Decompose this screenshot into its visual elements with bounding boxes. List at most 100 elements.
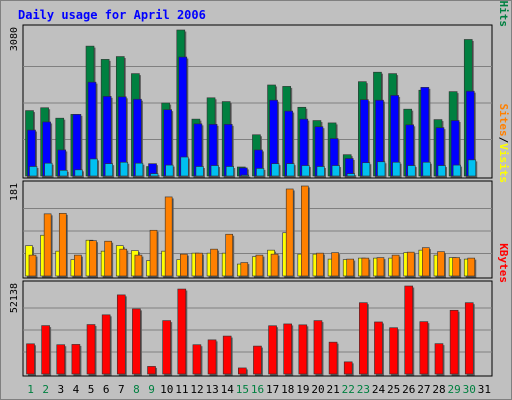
bar-kbytes-day-18 — [283, 323, 292, 375]
x-axis-labels: 1 2 3 4 5 6 7 8 9 10 11 12 13 14 15 16 17 18 19 20 21 22 23 24 2… — [27, 383, 491, 396]
bar-sites-day-29 — [452, 257, 460, 277]
bar-sites-day-24 — [376, 257, 385, 277]
bar-kbytes-day-10 — [162, 320, 171, 375]
bar-kbytes-day-14 — [222, 335, 232, 375]
bar-sites-day-9 — [149, 229, 158, 277]
bar-kbytes-day-12 — [192, 344, 202, 375]
bar-pages-day-30 — [467, 159, 477, 177]
bar-pages-day-24 — [377, 161, 386, 177]
bar-sites-day-1 — [28, 254, 37, 277]
bar-pages-day-23 — [362, 162, 371, 177]
bar-kbytes-day-27 — [419, 321, 429, 375]
legend-separator: / — [497, 0, 510, 1]
bar-kbytes-day-30 — [464, 302, 474, 375]
bar-pages-day-20 — [316, 166, 325, 177]
series-side-legend: KBytes — [497, 243, 510, 283]
bar-pages-day-28 — [437, 165, 446, 177]
bar-kbytes-day-25 — [389, 327, 398, 375]
bar-kbytes-day-28 — [434, 343, 444, 375]
bar-kbytes-day-4 — [71, 344, 81, 375]
legend-hits: Hits — [497, 1, 510, 28]
bar-sites-day-11 — [179, 253, 188, 277]
bar-pages-day-11 — [180, 156, 189, 177]
bar-kbytes-day-6 — [101, 314, 111, 375]
bar-kbytes-day-22 — [343, 361, 353, 375]
bar-pages-day-6 — [104, 163, 113, 177]
bar-kbytes-day-7 — [116, 294, 126, 375]
x-tick-label-day-27: 27 — [417, 383, 430, 396]
x-tick-label-day-17: 17 — [266, 383, 279, 396]
x-tick-label-day-30: 30 — [463, 383, 476, 396]
bar-kbytes-day-20 — [313, 320, 323, 375]
x-tick-label-day-19: 19 — [296, 383, 309, 396]
bar-sites-day-3 — [58, 213, 67, 277]
bar-kbytes-day-3 — [56, 344, 66, 375]
bar-sites-day-27 — [422, 247, 430, 277]
x-tick-label-day-25: 25 — [387, 383, 400, 396]
y-max-label: 52138 — [9, 283, 20, 313]
bar-sites-day-12 — [195, 252, 203, 277]
x-tick-label-day-20: 20 — [311, 383, 324, 396]
bar-kbytes-day-17 — [268, 325, 277, 375]
bar-sites-day-17 — [270, 253, 279, 277]
bar-sites-day-28 — [437, 251, 445, 277]
bar-pages-day-25 — [392, 161, 401, 177]
x-tick-label-day-26: 26 — [402, 383, 415, 396]
bar-sites-day-10 — [164, 196, 173, 277]
bar-kbytes-day-23 — [359, 302, 368, 375]
x-tick-label-day-10: 10 — [160, 383, 173, 396]
bar-pages-day-13 — [210, 165, 219, 177]
bar-pages-day-19 — [301, 165, 310, 177]
bar-sites-day-14 — [225, 233, 233, 277]
bar-sites-day-22 — [346, 258, 355, 277]
bar-sites-day-23 — [361, 257, 370, 277]
legend-sites: Sites — [497, 104, 510, 137]
x-tick-label-day-6: 6 — [103, 383, 110, 396]
series-side-legend: Pages/Files/Hits — [497, 0, 510, 27]
bar-kbytes-day-9 — [147, 366, 156, 375]
bar-sites-day-20 — [316, 252, 324, 277]
bar-sites-day-18 — [285, 188, 294, 277]
x-tick-label-day-21: 21 — [327, 383, 340, 396]
bar-kbytes-day-13 — [207, 339, 217, 375]
bar-sites-day-30 — [467, 257, 476, 277]
x-tick-label-day-8: 8 — [133, 383, 140, 396]
bar-kbytes-day-1 — [26, 343, 35, 375]
x-tick-label-day-1: 1 — [27, 383, 34, 396]
bar-pages-day-21 — [331, 165, 340, 177]
bar-pages-day-14 — [225, 166, 234, 177]
bar-pages-day-18 — [286, 163, 295, 177]
y-max-label: 3080 — [9, 27, 20, 51]
bar-sites-day-4 — [74, 254, 82, 277]
bar-kbytes-day-5 — [86, 324, 96, 375]
x-tick-label-day-3: 3 — [58, 383, 65, 396]
bar-pages-day-9-shadow — [152, 175, 160, 178]
x-tick-label-day-12: 12 — [190, 383, 203, 396]
bar-pages-day-10 — [165, 164, 174, 177]
x-tick-label-day-11: 11 — [175, 383, 188, 396]
bar-kbytes-day-16 — [253, 345, 262, 375]
bar-pages-day-5 — [89, 158, 98, 177]
legend-visits: Visits — [497, 143, 510, 183]
x-tick-label-day-23: 23 — [357, 383, 370, 396]
x-tick-label-day-24: 24 — [372, 383, 386, 396]
bar-kbytes-day-19 — [298, 324, 308, 375]
bar-sites-day-13 — [210, 248, 218, 277]
bar-pages-day-29 — [452, 164, 461, 177]
bar-pages-day-1 — [29, 166, 38, 177]
panel-kbytes: 52138 KBytes — [9, 243, 510, 377]
bar-sites-day-16 — [255, 254, 264, 277]
bar-sites-day-15 — [240, 262, 249, 277]
bar-kbytes-day-24 — [374, 321, 383, 375]
bar-files-day-4 — [72, 114, 82, 177]
bar-kbytes-day-8 — [132, 308, 141, 375]
x-tick-label-day-15: 15 — [236, 383, 249, 396]
bar-pages-day-7 — [119, 161, 129, 177]
legend-kbytes: KBytes — [497, 243, 510, 283]
bar-pages-day-16 — [256, 168, 265, 177]
bar-pages-day-2 — [44, 162, 53, 177]
bar-kbytes-day-15 — [238, 367, 247, 375]
bar-sites-day-2 — [43, 213, 52, 277]
x-tick-label-day-22: 22 — [342, 383, 355, 396]
x-tick-label-day-16: 16 — [251, 383, 264, 396]
